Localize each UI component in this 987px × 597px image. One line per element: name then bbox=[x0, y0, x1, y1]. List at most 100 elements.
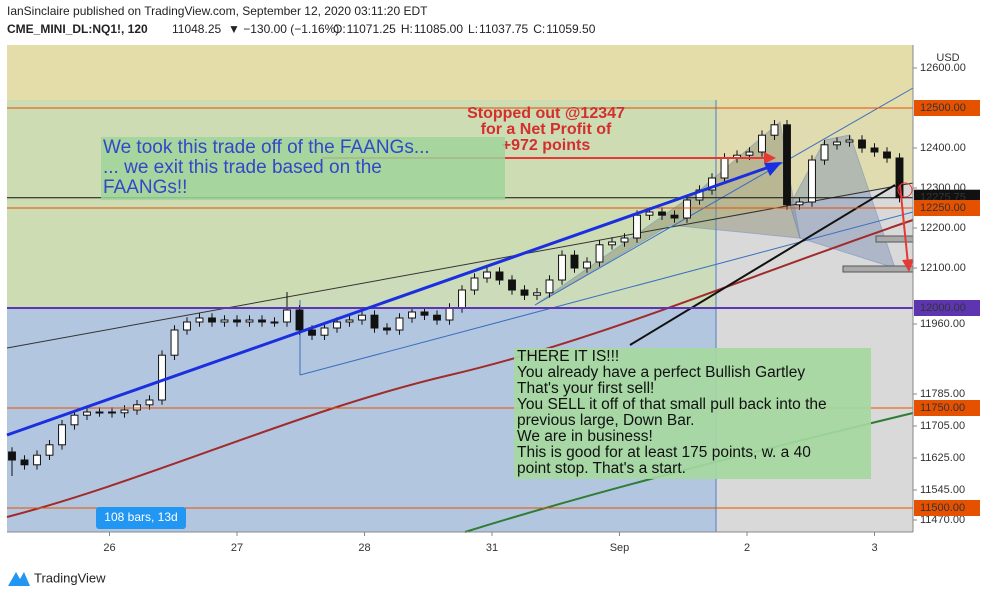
candle-body bbox=[420, 311, 429, 316]
y-tick-label: 11470.00 bbox=[920, 514, 965, 526]
candle-body bbox=[158, 354, 166, 401]
candle-body bbox=[558, 254, 566, 281]
candle-body bbox=[395, 317, 404, 331]
x-tick-label: 28 bbox=[358, 542, 370, 554]
candle-body bbox=[570, 254, 579, 269]
change: ▼ −130.00 (−1.16%) bbox=[228, 22, 339, 36]
gartley-note: THERE IT IS!!!You already have a perfect… bbox=[517, 348, 827, 477]
ohlc-key: O: bbox=[333, 22, 346, 36]
candle-body bbox=[708, 177, 716, 191]
note-box bbox=[101, 137, 505, 200]
trend-arrow bbox=[6, 163, 776, 437]
candle-body bbox=[595, 244, 604, 263]
candle-body bbox=[220, 319, 229, 323]
candle-body bbox=[245, 319, 254, 323]
pointer-line bbox=[629, 184, 896, 346]
annotation: Stopped out @12347 bbox=[467, 105, 625, 122]
candle-body bbox=[770, 124, 779, 136]
candle-body bbox=[808, 159, 816, 203]
currency: USD bbox=[936, 52, 959, 64]
publisher: IanSinclaire published on TradingView.co… bbox=[7, 4, 428, 18]
candle-body bbox=[383, 327, 391, 331]
candle-body bbox=[470, 277, 479, 291]
logo bbox=[8, 572, 30, 586]
candle-body bbox=[45, 444, 54, 456]
candle-body bbox=[58, 424, 66, 446]
candle-body bbox=[283, 309, 291, 323]
candle-body bbox=[833, 141, 841, 146]
candle-body bbox=[445, 307, 454, 321]
price-tag bbox=[914, 300, 980, 316]
annotation: You SELL it off of that small pull back … bbox=[517, 396, 827, 413]
candle-body bbox=[783, 124, 791, 206]
x-tick-label: 31 bbox=[486, 542, 498, 554]
x-tick-label: 26 bbox=[103, 542, 115, 554]
annotation: That's your first sell! bbox=[517, 380, 654, 397]
candle-body bbox=[620, 237, 629, 243]
ohlc-value: 11071.25 bbox=[347, 22, 396, 36]
candle-body bbox=[320, 327, 329, 336]
annotation: ... we exit this trade based on the bbox=[103, 157, 382, 178]
moving-average bbox=[6, 219, 914, 518]
candle-body bbox=[495, 271, 504, 281]
ohlc-key: H: bbox=[401, 22, 413, 36]
candle-body bbox=[208, 317, 216, 323]
last-price: 11048.25 bbox=[172, 22, 221, 36]
y-tick-label: 11785.00 bbox=[920, 388, 965, 400]
price-tag-label: 11500.00 bbox=[920, 502, 965, 514]
channel-line bbox=[534, 87, 914, 306]
candle-body bbox=[145, 399, 154, 406]
candle-body bbox=[370, 314, 379, 329]
price-tag-label: 12000.00 bbox=[920, 302, 966, 314]
candle-body bbox=[645, 211, 654, 216]
candle-body bbox=[608, 241, 616, 246]
candle-body bbox=[83, 411, 91, 416]
target-box bbox=[875, 235, 914, 243]
candle-body bbox=[845, 139, 854, 143]
annotation: We are in business! bbox=[517, 428, 653, 445]
candle-body bbox=[233, 319, 241, 323]
y-tick-label: 12400.00 bbox=[920, 142, 966, 154]
candle-body bbox=[95, 411, 104, 414]
price-tag bbox=[914, 400, 980, 416]
price-tag bbox=[914, 200, 980, 216]
y-tick-label: 11705.00 bbox=[920, 420, 965, 432]
candle-body bbox=[583, 261, 591, 269]
annotation: This is good for at least 175 points, w.… bbox=[517, 444, 811, 461]
candle-body bbox=[108, 411, 116, 414]
price-tag-label: 11750.00 bbox=[920, 402, 965, 414]
x-tick-label: 2 bbox=[744, 542, 750, 554]
price-tag bbox=[914, 100, 980, 116]
arrow-head bbox=[764, 162, 782, 176]
y-tick-label: 11545.00 bbox=[920, 484, 965, 496]
candle-body bbox=[520, 289, 529, 296]
price-lines bbox=[7, 107, 913, 509]
candle-body bbox=[483, 271, 491, 279]
candle-body bbox=[795, 201, 804, 206]
candle-body bbox=[345, 319, 354, 323]
candle-body bbox=[358, 314, 366, 321]
range-badge bbox=[96, 507, 186, 529]
candle-body bbox=[720, 157, 729, 179]
ohlc-value: 11085.00 bbox=[414, 22, 463, 36]
y-tick-label: 11960.00 bbox=[920, 318, 965, 330]
marker bbox=[897, 182, 913, 198]
symbol: CME_MINI_DL:NQ1!, 120 bbox=[7, 22, 148, 36]
candle-body bbox=[858, 139, 866, 149]
arrow-head bbox=[902, 259, 914, 272]
sell-arrow bbox=[899, 184, 909, 265]
arrow-head bbox=[764, 152, 776, 164]
x-tick-label: 27 bbox=[231, 542, 243, 554]
price-tag bbox=[914, 500, 980, 516]
candle-body bbox=[545, 279, 554, 294]
annotation: You already have a perfect Bullish Gartl… bbox=[517, 364, 805, 381]
ohlc-value: 11037.75 bbox=[479, 22, 528, 36]
candle-body bbox=[433, 314, 441, 321]
candle-body bbox=[883, 151, 891, 159]
annotation: point stop. That's a start. bbox=[517, 460, 686, 477]
candle-body bbox=[70, 414, 79, 426]
candle-body bbox=[533, 292, 541, 296]
candle-body bbox=[820, 144, 829, 161]
